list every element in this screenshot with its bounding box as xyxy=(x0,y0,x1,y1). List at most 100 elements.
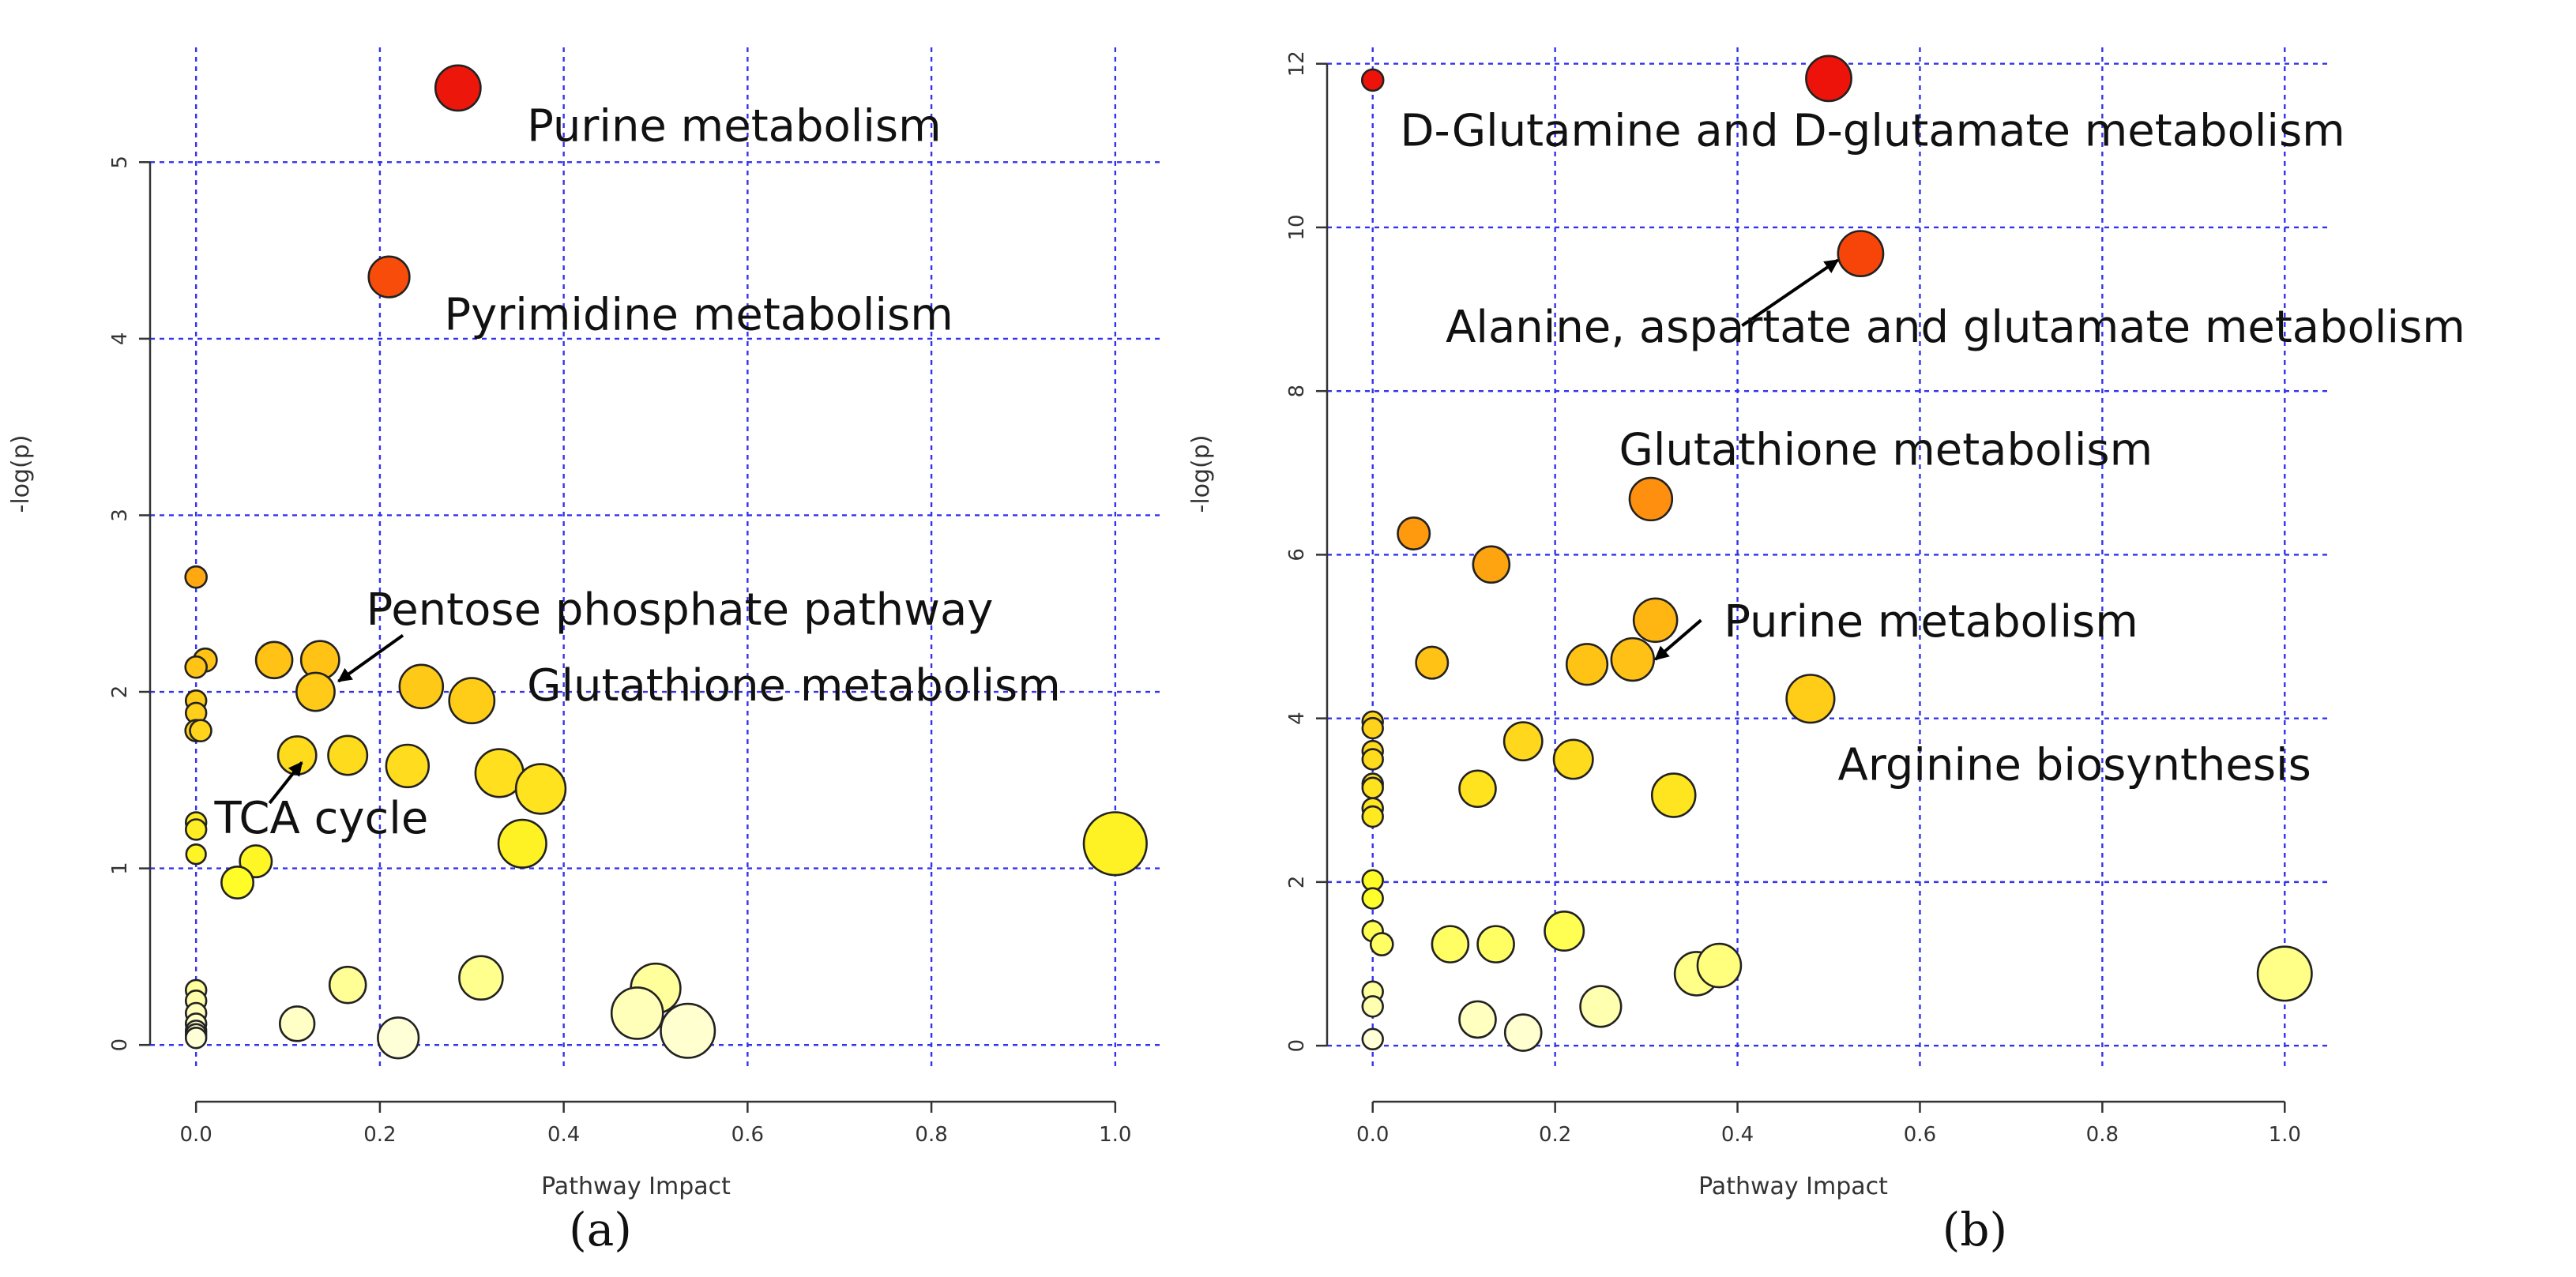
data-point xyxy=(1650,772,1697,818)
annotation-label: Glutathione metabolism xyxy=(527,660,1061,712)
x-tick-label: 1.0 xyxy=(2269,1123,2301,1147)
arrows-b xyxy=(1654,258,1840,661)
data-point xyxy=(1361,805,1384,828)
data-point xyxy=(398,663,445,710)
data-point xyxy=(1458,769,1497,809)
x-tick-label: 0.2 xyxy=(363,1123,396,1147)
annotation-label: D-Glutamine and D-glutamate metabolism xyxy=(1400,105,2345,156)
data-point xyxy=(514,763,567,815)
data-point xyxy=(497,818,547,869)
annotation-arrow xyxy=(337,633,404,683)
grid-b xyxy=(1327,47,2330,1066)
data-point xyxy=(1361,995,1384,1018)
y-tick-label: 10 xyxy=(1285,214,1309,240)
arrows-a xyxy=(268,633,404,805)
annotations-a: Purine metabolism Pyrimidine metabolism Pe… xyxy=(213,100,1060,843)
data-point xyxy=(367,255,411,299)
x-axis-label: Pathway Impact xyxy=(541,1173,731,1200)
chart-panel-a: 0 1 2 3 4 5 0.0 0.2 0.4 0.6 0.8 1.0 Purine metaboli… xyxy=(7,47,1161,1256)
x-tick-label: 0.6 xyxy=(731,1123,764,1147)
x-tick-label: 0.6 xyxy=(1904,1123,1936,1147)
data-point xyxy=(1785,674,1836,724)
annotation-label: Pyrimidine metabolism xyxy=(444,290,953,341)
y-tick-label: 2 xyxy=(108,685,132,699)
data-point xyxy=(328,965,367,1005)
x-tick-label: 0.0 xyxy=(180,1123,212,1147)
y-tick-label: 4 xyxy=(108,332,132,346)
data-point xyxy=(1805,54,1852,103)
data-point xyxy=(1082,811,1148,877)
data-point xyxy=(1397,516,1431,550)
x-axis-label: Pathway Impact xyxy=(1698,1173,1888,1200)
data-point xyxy=(220,865,255,900)
y-tick-label: 4 xyxy=(1285,712,1309,725)
data-point xyxy=(660,1002,716,1059)
annotation-arrow xyxy=(268,761,303,805)
data-point xyxy=(1610,637,1655,682)
data-point xyxy=(2256,945,2313,1002)
y-tick-label: 0 xyxy=(108,1039,132,1052)
y-tick-label: 5 xyxy=(108,156,132,169)
annotation-label: TCA cycle xyxy=(213,793,428,844)
data-point xyxy=(1369,932,1394,956)
x-tick-label: 0.8 xyxy=(915,1123,947,1147)
annotation-label: Pentose phosphate pathway xyxy=(366,584,993,636)
data-point xyxy=(1361,716,1384,740)
data-point xyxy=(189,719,212,742)
data-point xyxy=(1503,1013,1543,1052)
x-tick-label: 0.8 xyxy=(2086,1123,2119,1147)
y-tick-label: 8 xyxy=(1285,385,1309,398)
data-point xyxy=(185,843,207,866)
points-b xyxy=(1360,54,2313,1052)
annotation-arrow xyxy=(1741,258,1840,327)
data-point xyxy=(448,677,496,725)
data-point xyxy=(184,655,208,679)
data-point xyxy=(1696,942,1743,989)
y-axis-label: -log(p) xyxy=(7,434,35,513)
annotation-label: Purine metabolism xyxy=(527,100,942,152)
data-point xyxy=(1565,643,1609,686)
x-tick-label: 0.2 xyxy=(1539,1123,1571,1147)
data-point xyxy=(327,734,369,776)
data-point xyxy=(279,1005,316,1042)
x-tick-label: 1.0 xyxy=(1099,1123,1131,1147)
y-tick-label: 2 xyxy=(1285,876,1309,889)
data-point xyxy=(1628,476,1674,522)
chart-panel-b: 0 2 4 6 8 10 12 0.0 0.2 0.4 0.6 0.8 1.0 D-Glutamine … xyxy=(1187,47,2465,1256)
data-point xyxy=(1431,925,1470,963)
data-point xyxy=(1415,645,1450,680)
data-point xyxy=(610,986,664,1040)
y-tick-label: 1 xyxy=(108,862,132,875)
data-point xyxy=(1361,1027,1384,1051)
data-point xyxy=(184,565,208,589)
data-point xyxy=(1552,738,1594,780)
grid-a xyxy=(150,47,1161,1066)
data-point xyxy=(1502,721,1544,762)
y-tick-label: 0 xyxy=(1285,1039,1309,1053)
data-point xyxy=(434,64,482,112)
panel-label: (b) xyxy=(1942,1203,2007,1256)
y-axis-label: -log(p) xyxy=(1187,434,1215,513)
data-point xyxy=(1361,776,1384,799)
x-tick-label: 0.0 xyxy=(1356,1123,1389,1147)
annotation-label: Glutathione metabolism xyxy=(1619,424,2153,475)
data-point xyxy=(385,743,431,789)
data-point xyxy=(1837,230,1885,278)
data-point xyxy=(377,1016,420,1060)
x-tick-label: 0.4 xyxy=(1721,1123,1754,1147)
data-point xyxy=(1472,545,1511,584)
points-a xyxy=(184,64,1148,1060)
data-point xyxy=(458,955,504,1001)
annotations-b: D-Glutamine and D-glutamate metabolism Al… xyxy=(1400,105,2465,791)
data-point xyxy=(1361,748,1384,771)
annotation-label: Arginine biosynthesis xyxy=(1838,739,2311,791)
x-tick-label: 0.4 xyxy=(547,1123,580,1147)
y-tick-label: 6 xyxy=(1285,548,1309,562)
data-point xyxy=(295,671,336,712)
data-point xyxy=(184,818,208,841)
data-point xyxy=(1360,68,1385,92)
axes-b: 0 2 4 6 8 10 12 0.0 0.2 0.4 0.6 0.8 1.0 xyxy=(1285,51,2301,1147)
data-point xyxy=(1544,911,1585,952)
data-point xyxy=(1632,597,1679,644)
